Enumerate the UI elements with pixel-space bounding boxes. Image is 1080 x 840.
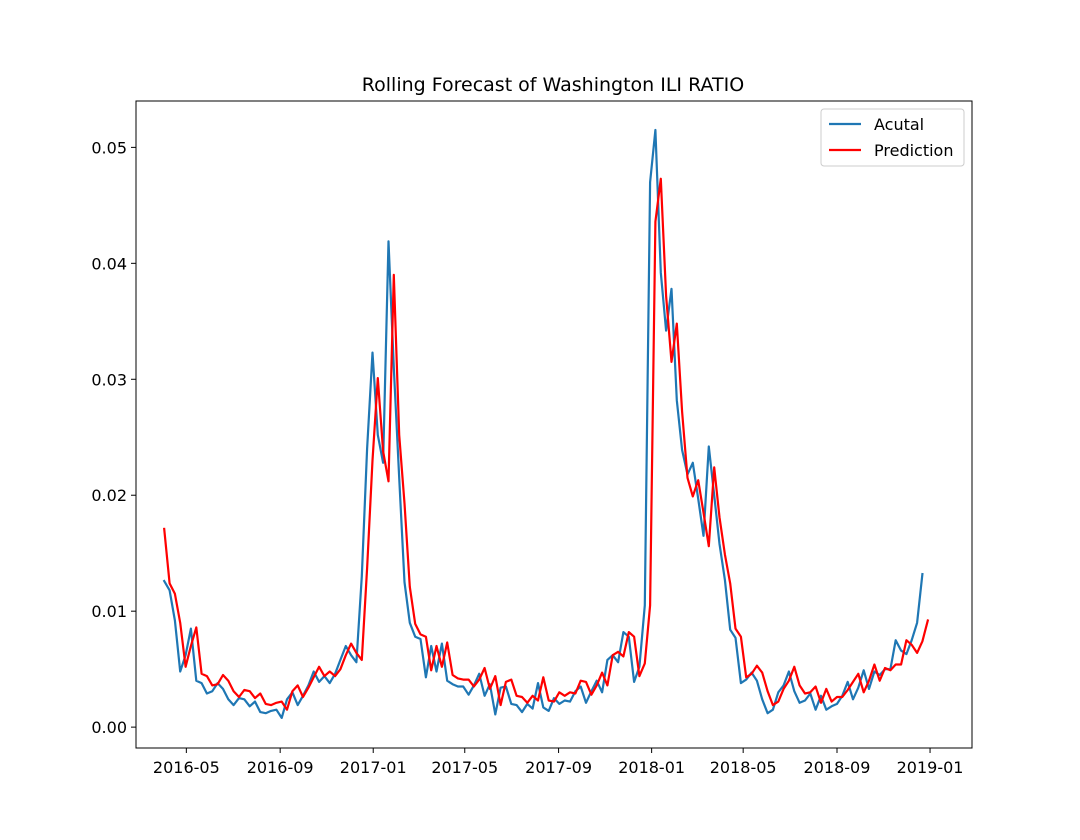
series-line-prediction	[162, 177, 930, 711]
legend-label: Acutal	[874, 115, 924, 134]
y-tick-label: 0.04	[91, 254, 127, 273]
x-tick-label: 2016-09	[247, 758, 314, 777]
legend: Acutal Prediction	[820, 108, 965, 167]
x-tick-label: 2018-09	[804, 758, 871, 777]
x-tick-label: 2016-05	[153, 758, 220, 777]
y-tick-label: 0.01	[91, 602, 127, 621]
x-tick-label: 2017-01	[340, 758, 407, 777]
x-tick-label: 2019-01	[897, 758, 964, 777]
plot-frame	[135, 100, 973, 749]
x-tick-label: 2017-09	[525, 758, 592, 777]
y-axis: 0.00 0.01 0.02 0.03 0.04 0.05	[91, 138, 136, 737]
y-tick-label: 0.05	[91, 138, 127, 157]
x-tick-label: 2018-05	[710, 758, 777, 777]
legend-label: Prediction	[874, 141, 953, 160]
x-tick-label: 2018-01	[618, 758, 685, 777]
x-tick-label: 2017-05	[431, 758, 498, 777]
chart-title: Rolling Forecast of Washington ILI RATIO	[362, 74, 744, 96]
y-tick-label: 0.02	[91, 486, 127, 505]
plot-area	[162, 128, 930, 720]
y-tick-label: 0.00	[91, 718, 127, 737]
x-axis: 2016-05 2016-09 2017-01 2017-05 2017-09 2018-…	[153, 748, 964, 777]
y-tick-label: 0.03	[91, 370, 127, 389]
